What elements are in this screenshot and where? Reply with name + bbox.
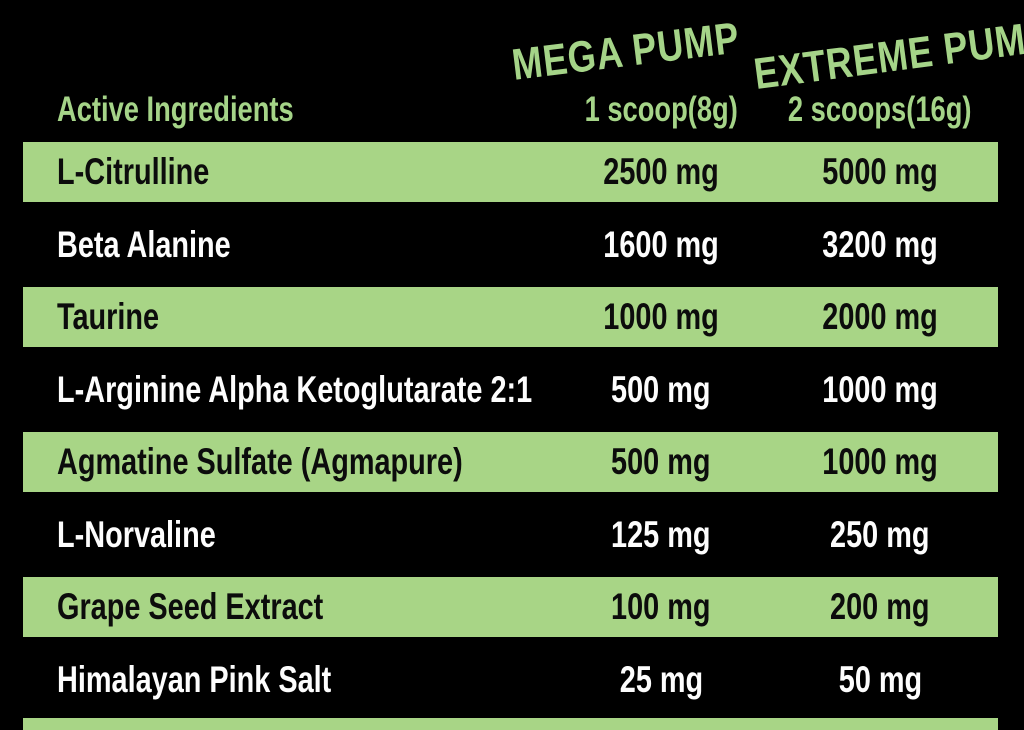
mega-pump-amount: 1600 mg xyxy=(603,223,719,265)
extreme-pump-amount-cell: 1000 mg xyxy=(782,347,978,432)
extreme-pump-amount-cell: 200 mg xyxy=(782,577,978,637)
ingredient-name: Taurine xyxy=(57,296,160,337)
mega-pump-title-text: MEGA PUMP xyxy=(509,13,743,90)
mega-pump-amount-cell: 1600 mg xyxy=(561,202,761,287)
mega-pump-amount-cell: 2500 mg xyxy=(561,142,761,202)
extreme-pump-amount: 2000 mg xyxy=(822,296,938,337)
ingredient-name: L-Norvaline xyxy=(57,513,216,555)
extreme-pump-amount-cell: 50 mg xyxy=(782,637,978,722)
ingredient-name-cell: L-Citrulline xyxy=(57,142,252,202)
table-row: L-Norvaline 125 mg 250 mg xyxy=(0,492,1024,577)
mega-pump-title: MEGA PUMP xyxy=(509,13,742,91)
ingredient-name-cell: Himalayan Pink Salt xyxy=(57,637,409,722)
mega-pump-amount: 125 mg xyxy=(611,513,711,555)
extreme-pump-amount-cell: 3200 mg xyxy=(782,202,978,287)
extreme-pump-amount-cell: 1000 mg xyxy=(782,432,978,492)
extreme-pump-amount-cell: 5000 mg xyxy=(782,142,978,202)
mega-pump-amount: 25 mg xyxy=(619,658,703,700)
table-row: Grape Seed Extract 100 mg 200 mg xyxy=(0,577,1024,637)
extreme-pump-serving-label: 2 scoops(16g) xyxy=(788,90,972,129)
ingredient-name: Grape Seed Extract xyxy=(57,586,324,627)
ingredient-name-cell: Taurine xyxy=(57,287,188,347)
table-row: L-Arginine Alpha Ketoglutarate 2:1 500 m… xyxy=(0,347,1024,432)
partial-bottom-row xyxy=(23,718,998,730)
mega-pump-amount: 1000 mg xyxy=(603,296,719,337)
extreme-pump-amount: 3200 mg xyxy=(822,223,938,265)
mega-pump-amount-cell: 125 mg xyxy=(561,492,761,577)
ingredient-name: Agmatine Sulfate (Agmapure) xyxy=(57,441,463,482)
ingredient-name-cell: L-Norvaline xyxy=(57,492,261,577)
table-row: Taurine 1000 mg 2000 mg xyxy=(0,287,1024,347)
mega-pump-amount-cell: 100 mg xyxy=(561,577,761,637)
table-row: L-Citrulline 2500 mg 5000 mg xyxy=(0,142,1024,202)
extreme-pump-amount: 1000 mg xyxy=(822,441,938,482)
ingredient-name-cell: Agmatine Sulfate (Agmapure) xyxy=(57,432,577,492)
ingredient-name-cell: Beta Alanine xyxy=(57,202,280,287)
ingredient-name-cell: L-Arginine Alpha Ketoglutarate 2:1 xyxy=(57,347,666,432)
table-row: Beta Alanine 1600 mg 3200 mg xyxy=(0,202,1024,287)
mega-pump-amount: 500 mg xyxy=(611,441,711,482)
mega-pump-amount: 100 mg xyxy=(611,586,711,627)
mega-pump-serving-label: 1 scoop(8g) xyxy=(584,90,738,129)
mega-pump-serving-header: 1 scoop(8g) xyxy=(561,88,761,132)
extreme-pump-title-text: EXTREME PUMP xyxy=(751,11,1024,100)
ingredient-name-cell: Grape Seed Extract xyxy=(57,577,398,637)
extreme-pump-amount: 5000 mg xyxy=(822,151,938,192)
extreme-pump-amount: 200 mg xyxy=(830,586,930,627)
table-row: Himalayan Pink Salt 25 mg 50 mg xyxy=(0,637,1024,722)
ingredients-table: L-Citrulline 2500 mg 5000 mg Beta Alanin… xyxy=(0,142,1024,722)
active-ingredients-header: Active Ingredients xyxy=(57,88,360,132)
table-row: Agmatine Sulfate (Agmapure) 500 mg 1000 … xyxy=(0,432,1024,492)
mega-pump-amount: 2500 mg xyxy=(603,151,719,192)
extreme-pump-amount: 250 mg xyxy=(830,513,930,555)
ingredient-name: L-Citrulline xyxy=(57,151,210,192)
extreme-pump-amount: 50 mg xyxy=(838,658,922,700)
extreme-pump-amount-cell: 2000 mg xyxy=(782,287,978,347)
mega-pump-amount-cell: 500 mg xyxy=(561,347,761,432)
extreme-pump-serving-header: 2 scoops(16g) xyxy=(778,88,982,132)
mega-pump-amount-cell: 25 mg xyxy=(561,637,761,722)
extreme-pump-amount: 1000 mg xyxy=(822,368,938,410)
ingredient-name: Beta Alanine xyxy=(57,223,231,265)
mega-pump-amount: 500 mg xyxy=(611,368,711,410)
extreme-pump-amount-cell: 250 mg xyxy=(782,492,978,577)
ingredient-name: Himalayan Pink Salt xyxy=(57,658,332,700)
ingredient-name: L-Arginine Alpha Ketoglutarate 2:1 xyxy=(57,368,533,410)
mega-pump-amount-cell: 1000 mg xyxy=(561,287,761,347)
table-header-row: Active Ingredients 1 scoop(8g) 2 scoops(… xyxy=(0,88,1024,132)
mega-pump-amount-cell: 500 mg xyxy=(561,432,761,492)
active-ingredients-label: Active Ingredients xyxy=(57,90,294,129)
